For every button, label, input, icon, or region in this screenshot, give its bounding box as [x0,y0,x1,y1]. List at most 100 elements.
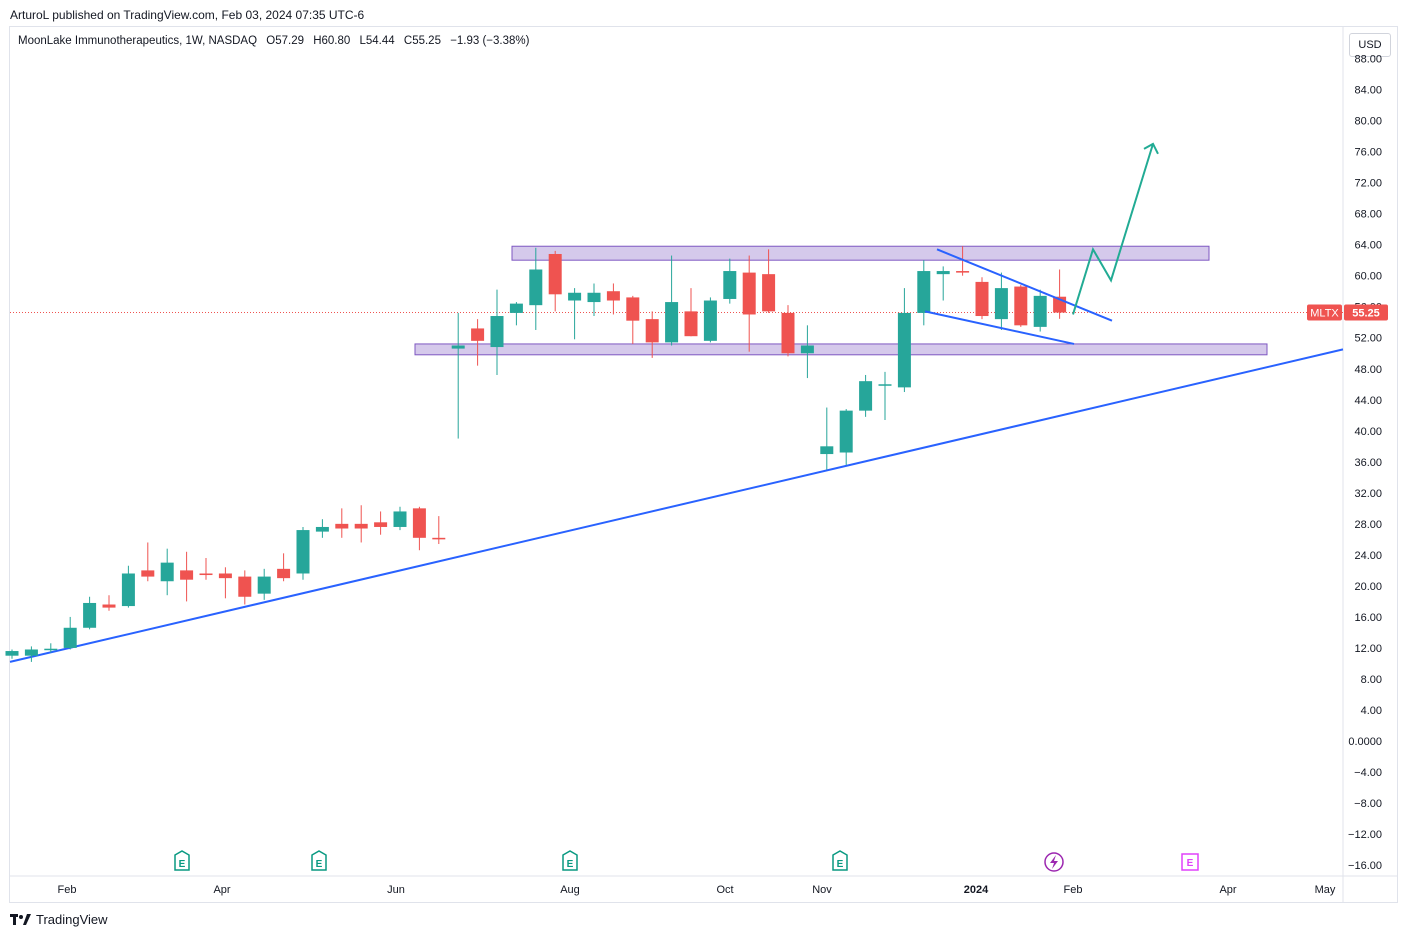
candle [412,506,426,551]
earnings-letter: E [179,859,186,870]
x-tick-label: Aug [560,884,580,896]
lightning-icon [1050,855,1058,869]
candle-body [509,303,523,313]
ticker-label-bg [1307,304,1342,321]
x-tick-label: Oct [716,884,733,896]
price-label-bg [1344,304,1388,321]
x-tick-label: Nov [812,884,832,896]
candle-body [781,312,795,354]
earnings-letter: E [1187,858,1194,869]
candle-body [121,573,135,607]
earnings-letter: E [567,859,574,870]
candle-body [665,302,679,343]
x-tick-label: May [1315,884,1336,896]
y-tick-label: 20.00 [1354,581,1382,593]
candle [956,246,970,276]
earnings-letter: E [837,859,844,870]
candle-body [936,271,950,275]
candle-body [471,328,485,341]
ticker-label: MLTX [1310,308,1339,320]
candle [684,288,698,337]
candle [859,374,873,417]
chart-frame [9,26,1398,903]
x-tick-label: Feb [1064,884,1083,896]
earnings-badge [562,850,578,871]
earnings-badge [174,850,190,871]
earnings-icon: E [562,850,578,871]
open-value: O57.29 [266,35,304,47]
y-tick-label: 36.00 [1354,457,1382,469]
candle [393,506,407,531]
candle [936,266,950,301]
candle [199,557,213,580]
candle [820,407,834,470]
high-value: H60.80 [313,35,351,47]
wedge-line [936,248,1113,322]
x-axis: Feb Apr Jun Aug Oct Nov 2024 Feb Apr May [58,884,1336,896]
candle-body [238,576,252,597]
candle-body [296,530,310,574]
y-tick-label: 64.00 [1354,240,1382,252]
candle [238,570,252,605]
symbol-line: MoonLake Immunotherapeutics, 1W, NASDAQ [18,35,258,47]
candle-body [645,319,659,343]
candle [897,288,911,393]
earnings-letter: E [316,859,323,870]
x-tick-label: Apr [1219,884,1236,896]
earnings-future-badge [1181,853,1199,871]
candles [5,246,1067,662]
candle-body [626,297,640,321]
candle [800,325,814,379]
candle-body [975,281,989,317]
candle [374,511,388,535]
candle [335,508,349,538]
candle [568,288,582,340]
candle-body [606,291,620,301]
x-tick-label: Feb [58,884,77,896]
projection-arrowhead [1143,142,1159,155]
candle-body [63,627,77,648]
candle [44,643,58,653]
change-value: −1.93 (−3.38%) [450,35,530,47]
candle [451,312,465,439]
y-tick-label: 88.00 [1354,54,1382,66]
candle-body [432,537,446,540]
candle-body [180,570,194,580]
currency-button[interactable]: USD [1349,33,1391,57]
candle [471,319,485,366]
candle [180,551,194,602]
tradingview-brand[interactable]: TradingView [10,912,108,927]
candle [548,250,562,312]
candle-body [587,292,601,303]
y-axis: −16.00 −12.00 −8.00 −4.00 0.0000 4.00 8.00 12.0… [1348,54,1382,873]
y-tick-label: 72.00 [1354,178,1382,190]
earnings-badge [311,850,327,871]
candle-body [820,446,834,455]
candle [742,255,756,352]
candle-body [839,410,853,453]
candle-body [878,384,892,386]
x-tick-label: 2024 [964,884,989,896]
candle [490,289,504,375]
candle-body [742,272,756,315]
candle-body [374,522,388,527]
y-tick-label: 44.00 [1354,395,1382,407]
candle-body [5,651,19,656]
y-tick-label: 28.00 [1354,519,1382,531]
candle [315,519,329,538]
brand-label: TradingView [36,912,108,927]
candle [703,297,717,343]
candle-body [315,526,329,532]
y-tick-label: −4.00 [1354,767,1382,779]
price-zone [511,245,1210,261]
candle [606,283,620,315]
earnings-future-icon: E [1181,853,1199,871]
y-tick-label: 60.00 [1354,271,1382,283]
price-label-box: 55.25 [1344,304,1388,321]
candle-body [529,269,543,306]
x-tick-label: Apr [213,884,230,896]
publish-caption: ArturoL published on TradingView.com, Fe… [10,8,365,22]
candle-body [83,602,97,628]
candle-body [548,253,562,295]
